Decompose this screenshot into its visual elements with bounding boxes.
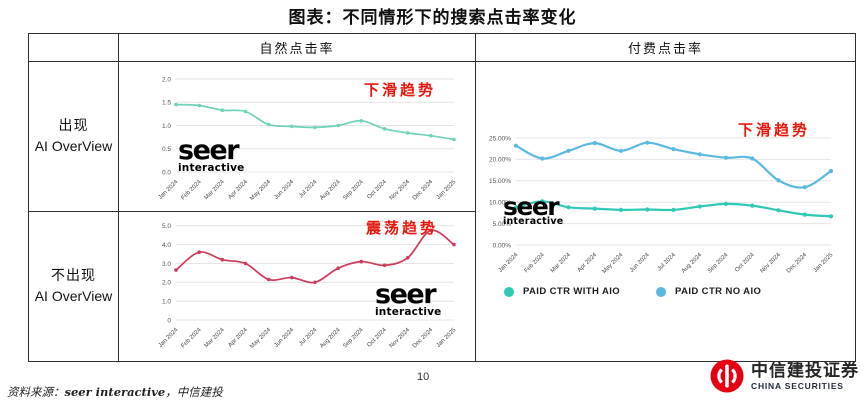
chart-paid-ctr-cell: 0.00% 5.00% 10.00% 15.00% 20.00% 25.00% Jan 20… — [476, 62, 855, 361]
page-number: 10 — [417, 371, 430, 383]
chart-table: 自然点击率 付费点击率 出现 AI OverView 0.0 0.5 1.0 1.5 2… — [28, 33, 856, 362]
svg-text:20.00%: 20.00% — [489, 157, 511, 164]
logo-chinese-name: 中信建投证券 — [751, 360, 859, 380]
svg-text:1.0: 1.0 — [162, 299, 171, 306]
svg-text:Jan 2024: Jan 2024 — [498, 252, 520, 274]
svg-text:Jun 2024: Jun 2024 — [274, 327, 296, 349]
svg-text:Oct 2024: Oct 2024 — [366, 327, 388, 349]
svg-text:Jul 2024: Jul 2024 — [657, 252, 678, 273]
oscillate-trend-annotation: 震荡趋势 — [366, 221, 439, 237]
svg-text:1.0: 1.0 — [162, 123, 171, 130]
svg-text:Mar 2024: Mar 2024 — [550, 252, 573, 275]
svg-text:5.0: 5.0 — [162, 223, 171, 230]
svg-text:Feb 2024: Feb 2024 — [180, 327, 203, 350]
svg-text:5.00%: 5.00% — [493, 221, 512, 228]
chart-organic-no-aio-cell: 0 1.0 2.0 3.0 4.0 5.0 Jan 2024 Feb 2024 Mar 2024… — [119, 212, 476, 361]
svg-text:0: 0 — [167, 317, 171, 324]
seer-interactive-watermark: seer interactive — [178, 135, 245, 174]
legend-label: PAID CTR NO AIO — [675, 286, 762, 297]
row-label-no-ai-overview: 不出现 AI OverView — [29, 212, 119, 361]
organic-no-aio-line-chart: 0 1.0 2.0 3.0 4.0 5.0 Jan 2024 Feb 2024 Mar 2024… — [158, 223, 458, 350]
svg-text:Dec 2024: Dec 2024 — [412, 327, 435, 350]
seer-interactive-watermark: seer interactive — [503, 192, 564, 228]
legend-dot-teal — [504, 286, 514, 297]
row-label-with-ai-overview: 出现 AI OverView — [29, 62, 119, 212]
svg-text:Dec 2024: Dec 2024 — [412, 179, 435, 202]
svg-text:Apr 2024: Apr 2024 — [227, 327, 249, 349]
svg-text:Aug 2024: Aug 2024 — [319, 327, 342, 350]
svg-text:Apr 2024: Apr 2024 — [577, 252, 599, 274]
svg-text:Jun 2024: Jun 2024 — [274, 179, 296, 201]
svg-text:Jan 2025: Jan 2025 — [813, 252, 835, 274]
logo-english-name: CHINA SECURITIES — [751, 380, 844, 391]
legend-label: PAID CTR WITH AIO — [523, 286, 621, 297]
svg-text:25.00%: 25.00% — [489, 135, 511, 142]
source-prefix: 资料来源： — [7, 385, 65, 399]
row-label-line2: AI OverView — [34, 287, 113, 304]
svg-text:Jan 2024: Jan 2024 — [158, 327, 180, 349]
svg-text:May 2024: May 2024 — [602, 252, 625, 275]
svg-text:Nov 2024: Nov 2024 — [389, 179, 412, 202]
decline-trend-annotation: 下滑趋势 — [364, 83, 437, 99]
svg-text:Jul 2024: Jul 2024 — [298, 327, 319, 348]
svg-text:Jan 2025: Jan 2025 — [436, 179, 458, 201]
row-label-line2: AI OverView — [34, 137, 113, 154]
svg-text:May 2024: May 2024 — [249, 179, 272, 202]
svg-text:0.5: 0.5 — [162, 146, 171, 153]
svg-text:Aug 2024: Aug 2024 — [319, 179, 342, 202]
svg-text:15.00%: 15.00% — [489, 178, 511, 185]
svg-text:2.0: 2.0 — [162, 280, 171, 287]
svg-text:Apr 2024: Apr 2024 — [227, 179, 249, 201]
svg-text:3.0: 3.0 — [162, 261, 171, 268]
table-header-organic-ctr: 自然点击率 — [119, 34, 476, 62]
svg-text:Jul 2024: Jul 2024 — [298, 179, 319, 200]
legend-item-no-aio: PAID CTR NO AIO — [656, 286, 761, 297]
svg-text:Feb 2024: Feb 2024 — [180, 179, 203, 202]
svg-text:0.0: 0.0 — [162, 169, 171, 176]
legend-dot-blue — [656, 286, 667, 297]
svg-text:1.5: 1.5 — [162, 100, 171, 107]
row-label-line1: 不出现 — [51, 268, 96, 284]
svg-text:Nov 2024: Nov 2024 — [760, 252, 783, 275]
svg-text:Sep 2024: Sep 2024 — [707, 252, 730, 275]
svg-text:Oct 2024: Oct 2024 — [366, 179, 388, 201]
svg-text:Aug 2024: Aug 2024 — [681, 252, 704, 275]
page-title: 图表：不同情形下的搜索点击率变化 — [288, 8, 577, 27]
svg-text:Mar 2024: Mar 2024 — [204, 327, 227, 350]
svg-text:Dec 2024: Dec 2024 — [786, 252, 809, 275]
citic-emblem-icon — [710, 359, 744, 393]
svg-text:Sep 2024: Sep 2024 — [342, 327, 365, 350]
seer-interactive-watermark: seer interactive — [375, 279, 442, 318]
svg-text:Sep 2024: Sep 2024 — [342, 179, 365, 202]
chart-organic-with-aio-cell: 0.0 0.5 1.0 1.5 2.0 Jan 2024 Feb 2024 Mar 2024 A… — [119, 62, 476, 212]
svg-text:Jun 2024: Jun 2024 — [629, 252, 651, 274]
svg-text:Jan 2024: Jan 2024 — [158, 179, 180, 201]
svg-text:May 2024: May 2024 — [249, 327, 272, 350]
row-label-line1: 出现 — [58, 118, 89, 134]
source-note: 资料来源：seer interactive，中信建投 — [7, 384, 223, 400]
svg-text:10.00%: 10.00% — [489, 200, 511, 207]
paid-ctr-legend: PAID CTR WITH AIO PAID CTR NO AIO — [504, 286, 761, 297]
svg-text:4.0: 4.0 — [162, 242, 171, 249]
svg-text:2.0: 2.0 — [162, 76, 171, 83]
legend-item-with-aio: PAID CTR WITH AIO — [504, 286, 620, 297]
svg-text:Oct 2024: Oct 2024 — [734, 252, 756, 274]
source-suffix: ，中信建投 — [165, 385, 223, 399]
paid-ctr-line-chart: 0.00% 5.00% 10.00% 15.00% 20.00% 25.00% Jan 20… — [489, 135, 835, 275]
table-header-stub — [29, 34, 119, 62]
svg-text:Feb 2024: Feb 2024 — [524, 252, 547, 275]
svg-text:0.00%: 0.00% — [493, 242, 512, 249]
source-name: seer interactive — [64, 385, 166, 399]
table-header-paid-ctr: 付费点击率 — [476, 34, 855, 62]
china-securities-logo: 中信建投证券 CHINA SECURITIES — [709, 358, 859, 394]
svg-text:Mar 2024: Mar 2024 — [204, 179, 227, 202]
decline-trend-annotation: 下滑趋势 — [738, 123, 811, 139]
svg-text:Jan 2025: Jan 2025 — [436, 327, 458, 349]
logo-text: 中信建投证券 CHINA SECURITIES — [751, 362, 859, 391]
svg-text:Nov 2024: Nov 2024 — [389, 327, 412, 350]
